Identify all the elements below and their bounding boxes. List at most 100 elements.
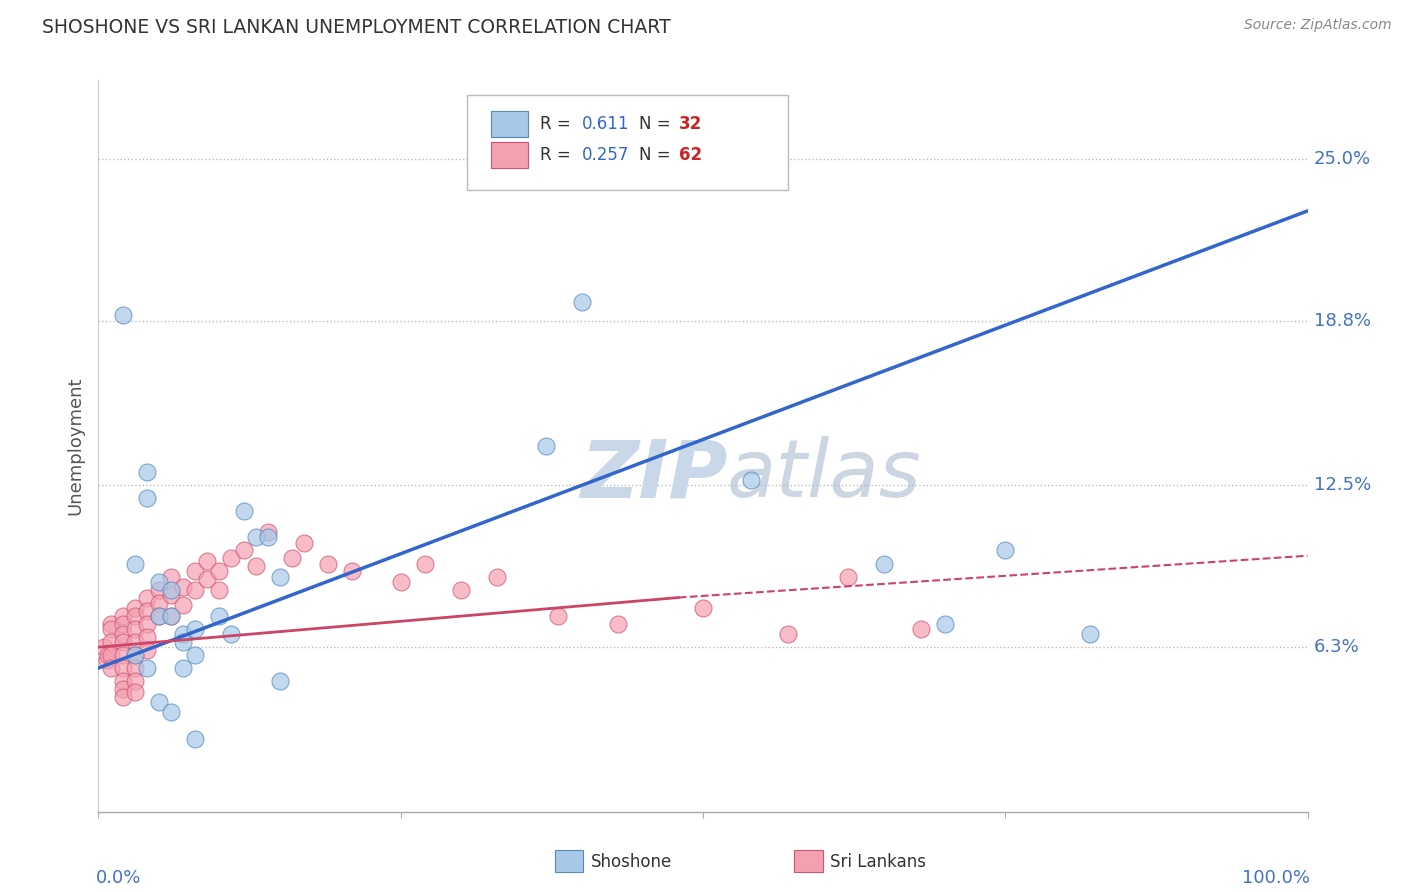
Point: [221, 551, 243, 566]
Point: [135, 604, 157, 618]
Point: [172, 580, 194, 594]
Point: [111, 627, 134, 641]
Text: Source: ZipAtlas.com: Source: ZipAtlas.com: [1244, 18, 1392, 32]
Point: [692, 601, 714, 615]
Point: [195, 554, 218, 568]
Point: [148, 608, 170, 623]
Point: [534, 439, 557, 453]
Point: [571, 295, 593, 310]
Point: [172, 661, 194, 675]
Point: [256, 525, 278, 540]
Point: [124, 648, 146, 662]
Point: [160, 706, 183, 720]
Point: [221, 627, 243, 641]
Point: [740, 473, 762, 487]
Point: [111, 635, 134, 649]
Point: [124, 622, 146, 636]
Text: atlas: atlas: [727, 436, 922, 515]
Point: [269, 569, 291, 583]
Text: 0.611: 0.611: [582, 115, 630, 133]
Text: ZIP: ZIP: [579, 436, 727, 515]
Point: [100, 635, 122, 649]
Point: [269, 674, 291, 689]
Point: [124, 648, 146, 662]
FancyBboxPatch shape: [492, 142, 527, 168]
Point: [934, 616, 956, 631]
Point: [111, 648, 134, 662]
Text: R =: R =: [540, 115, 576, 133]
Point: [135, 616, 157, 631]
Text: N =: N =: [638, 146, 676, 164]
Point: [172, 635, 194, 649]
Point: [450, 582, 472, 597]
Y-axis label: Unemployment: Unemployment: [66, 376, 84, 516]
Text: R =: R =: [540, 146, 576, 164]
Point: [148, 582, 170, 597]
Point: [111, 674, 134, 689]
Text: Shoshone: Shoshone: [591, 853, 672, 871]
FancyBboxPatch shape: [467, 95, 787, 190]
Point: [93, 640, 115, 655]
Text: 32: 32: [679, 115, 702, 133]
Point: [160, 582, 183, 597]
Point: [837, 569, 859, 583]
Point: [111, 681, 134, 696]
Point: [100, 661, 122, 675]
Point: [994, 543, 1017, 558]
Point: [607, 616, 630, 631]
Point: [256, 530, 278, 544]
Text: SHOSHONE VS SRI LANKAN UNEMPLOYMENT CORRELATION CHART: SHOSHONE VS SRI LANKAN UNEMPLOYMENT CORR…: [42, 18, 671, 37]
Point: [172, 627, 194, 641]
Point: [292, 535, 315, 549]
Point: [208, 608, 231, 623]
Point: [160, 569, 183, 583]
Point: [111, 616, 134, 631]
Text: 0.257: 0.257: [582, 146, 630, 164]
Point: [232, 543, 254, 558]
Point: [245, 530, 267, 544]
Point: [135, 465, 157, 479]
Point: [281, 551, 304, 566]
Point: [100, 622, 122, 636]
Point: [184, 565, 207, 579]
Point: [172, 599, 194, 613]
Point: [135, 491, 157, 506]
Point: [135, 642, 157, 657]
Point: [208, 582, 231, 597]
Point: [148, 596, 170, 610]
Point: [184, 731, 207, 746]
Point: [111, 608, 134, 623]
Point: [1078, 627, 1101, 641]
Point: [342, 565, 364, 579]
Text: 25.0%: 25.0%: [1313, 150, 1371, 168]
Point: [100, 616, 122, 631]
FancyBboxPatch shape: [492, 111, 527, 137]
Point: [135, 591, 157, 605]
Text: 62: 62: [679, 146, 702, 164]
Point: [124, 601, 146, 615]
Point: [124, 635, 146, 649]
Point: [148, 695, 170, 709]
Point: [96, 653, 118, 667]
Point: [547, 608, 569, 623]
Point: [111, 690, 134, 704]
Point: [195, 572, 218, 586]
Point: [208, 565, 231, 579]
Point: [184, 648, 207, 662]
Point: [111, 309, 134, 323]
Point: [97, 648, 120, 662]
Point: [486, 569, 509, 583]
Point: [160, 608, 183, 623]
Point: [124, 608, 146, 623]
Text: 12.5%: 12.5%: [1313, 476, 1371, 494]
Text: N =: N =: [638, 115, 676, 133]
Point: [111, 661, 134, 675]
Point: [124, 674, 146, 689]
Point: [135, 630, 157, 644]
Text: 6.3%: 6.3%: [1313, 638, 1360, 657]
Text: 18.8%: 18.8%: [1313, 311, 1371, 330]
Point: [910, 622, 932, 636]
Point: [184, 622, 207, 636]
Point: [873, 557, 896, 571]
Point: [124, 557, 146, 571]
